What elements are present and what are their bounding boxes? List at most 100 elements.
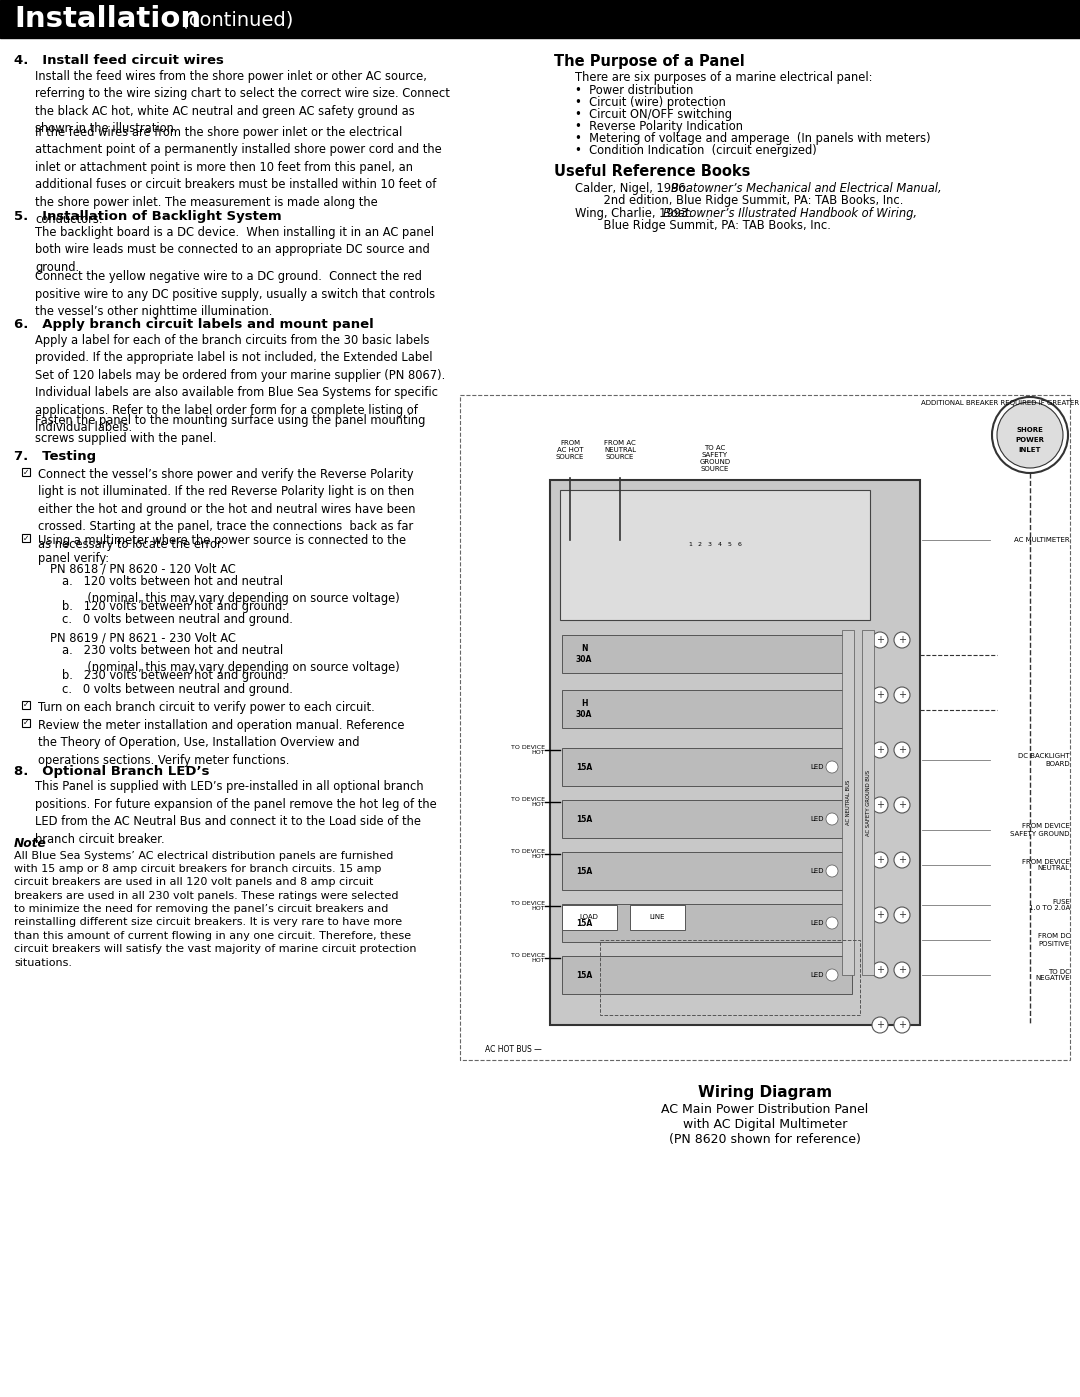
Text: •  Metering of voltage and amperage  (In panels with meters): • Metering of voltage and amperage (In p… [575, 133, 931, 145]
Text: +: + [897, 909, 906, 921]
Circle shape [826, 761, 838, 773]
Circle shape [997, 402, 1063, 468]
Text: 6: 6 [738, 542, 742, 548]
Text: +: + [876, 745, 885, 754]
Text: +: + [897, 965, 906, 975]
Text: 8.   Optional Branch LED’s: 8. Optional Branch LED’s [14, 764, 210, 778]
Bar [737, 560, 744, 567]
Text: +: + [876, 965, 885, 975]
Bar [562, 905, 617, 930]
Bar [561, 490, 870, 620]
Text: DC BACKLIGHT
BOARD: DC BACKLIGHT BOARD [1018, 753, 1070, 767]
Text: +: + [876, 690, 885, 700]
Text: PN 8619 / PN 8621 - 230 Volt AC: PN 8619 / PN 8621 - 230 Volt AC [50, 631, 235, 644]
Text: 2nd edition, Blue Ridge Summit, PA: TAB Books, Inc.: 2nd edition, Blue Ridge Summit, PA: TAB … [589, 194, 903, 207]
Circle shape [826, 916, 838, 929]
Text: LOAD: LOAD [580, 914, 598, 921]
Circle shape [826, 865, 838, 877]
Text: 5: 5 [728, 542, 732, 548]
Text: LED: LED [810, 816, 824, 821]
Text: Apply a label for each of the branch circuits from the 30 basic labels
provided.: Apply a label for each of the branch cir… [35, 334, 445, 434]
Text: 6.   Apply branch circuit labels and mount panel: 6. Apply branch circuit labels and mount… [14, 319, 374, 331]
Circle shape [894, 742, 910, 759]
Text: AC Main Power Distribution Panel: AC Main Power Distribution Panel [661, 1104, 868, 1116]
Text: 2: 2 [698, 542, 702, 548]
Text: Useful Reference Books: Useful Reference Books [554, 165, 751, 179]
Text: •  Reverse Polarity Indication: • Reverse Polarity Indication [575, 120, 743, 133]
Text: Using a multimeter where the power source is connected to the
panel verify:: Using a multimeter where the power sourc… [38, 534, 406, 564]
Circle shape [872, 907, 888, 923]
Text: TO DEVICE
HOT: TO DEVICE HOT [511, 848, 545, 859]
Bar [727, 560, 734, 567]
Text: with AC Digital Multimeter: with AC Digital Multimeter [683, 1118, 847, 1132]
Text: FUSE
1.0 TO 2.0A: FUSE 1.0 TO 2.0A [1029, 898, 1070, 911]
Bar [862, 630, 874, 975]
Text: +: + [876, 855, 885, 865]
Text: LED: LED [810, 764, 824, 770]
Text: 7.   Testing: 7. Testing [14, 450, 96, 464]
Bar [22, 534, 30, 542]
Text: All Blue Sea Systems’ AC electrical distribution panels are furnished
with 15 am: All Blue Sea Systems’ AC electrical dist… [14, 851, 417, 968]
Circle shape [894, 907, 910, 923]
Text: Wiring Diagram: Wiring Diagram [698, 1085, 832, 1099]
Text: a.   120 volts between hot and neutral
       (nominal, this may vary depending : a. 120 volts between hot and neutral (no… [62, 576, 400, 605]
Text: ✓: ✓ [23, 534, 29, 542]
Bar [687, 560, 694, 567]
Circle shape [826, 813, 838, 826]
Text: PN 8618 / PN 8620 - 120 Volt AC: PN 8618 / PN 8620 - 120 Volt AC [50, 562, 235, 576]
Text: Turn on each branch circuit to verify power to each circuit.: Turn on each branch circuit to verify po… [38, 700, 375, 714]
Text: +: + [876, 909, 885, 921]
Bar [562, 852, 852, 890]
Bar [562, 690, 852, 728]
Bar [562, 904, 852, 942]
Text: 15A: 15A [576, 866, 592, 876]
Text: TO DEVICE
HOT: TO DEVICE HOT [511, 901, 545, 911]
Circle shape [894, 687, 910, 703]
Text: Connect the vessel’s shore power and verify the Reverse Polarity
light is not il: Connect the vessel’s shore power and ver… [38, 468, 416, 550]
Text: b.   120 volts between hot and ground.: b. 120 volts between hot and ground. [62, 601, 286, 613]
Bar [550, 481, 920, 1025]
Circle shape [665, 500, 765, 599]
Text: +: + [876, 1020, 885, 1030]
Circle shape [993, 397, 1068, 474]
Bar [22, 718, 30, 726]
Text: Boatowner’s Mechanical and Electrical Manual,: Boatowner’s Mechanical and Electrical Ma… [671, 182, 942, 194]
Bar [0, 0, 1080, 38]
Bar [697, 560, 704, 567]
Text: Review the meter installation and operation manual. Reference
the Theory of Oper: Review the meter installation and operat… [38, 718, 405, 767]
Text: INLET: INLET [1018, 447, 1041, 453]
Text: Calder, Nigel, 1996:: Calder, Nigel, 1996: [575, 182, 693, 194]
Bar [562, 800, 852, 838]
Text: ADDITIONAL BREAKER REQUIRED IF GREATER THEN 10 FEET: ADDITIONAL BREAKER REQUIRED IF GREATER T… [921, 400, 1080, 407]
Text: ✓: ✓ [23, 718, 29, 726]
Circle shape [872, 798, 888, 813]
Text: This Panel is supplied with LED’s pre-installed in all optional branch
positions: This Panel is supplied with LED’s pre-in… [35, 781, 436, 847]
Text: AC NEUTRAL BUS: AC NEUTRAL BUS [846, 780, 851, 826]
Text: FROM DEVICE
NEUTRAL: FROM DEVICE NEUTRAL [1022, 859, 1070, 872]
Circle shape [894, 798, 910, 813]
Text: +: + [876, 800, 885, 810]
Text: TO DEVICE
HOT: TO DEVICE HOT [511, 745, 545, 756]
Circle shape [894, 852, 910, 868]
Bar [600, 940, 860, 1016]
Text: FROM AC
NEUTRAL
SOURCE: FROM AC NEUTRAL SOURCE [604, 440, 636, 460]
Text: •  Condition Indication  (circuit energized): • Condition Indication (circuit energize… [575, 144, 816, 158]
Text: LINE: LINE [649, 914, 665, 921]
Text: Installation: Installation [14, 6, 201, 34]
Text: H
30A: H 30A [576, 700, 592, 718]
Bar [707, 560, 714, 567]
Bar [842, 630, 854, 975]
Text: (continued): (continued) [175, 11, 294, 29]
Text: +: + [876, 636, 885, 645]
Text: ✓: ✓ [23, 700, 29, 710]
Circle shape [894, 963, 910, 978]
Text: TO DEVICE
HOT: TO DEVICE HOT [511, 796, 545, 807]
Bar [460, 395, 1070, 1060]
Text: (PN 8620 shown for reference): (PN 8620 shown for reference) [670, 1133, 861, 1146]
Text: TO DC
NEGATIVE: TO DC NEGATIVE [1036, 968, 1070, 982]
Text: +: + [897, 636, 906, 645]
Text: +: + [897, 855, 906, 865]
Text: The Purpose of a Panel: The Purpose of a Panel [554, 54, 745, 68]
Text: SHORE: SHORE [1016, 427, 1043, 433]
Text: Install the feed wires from the shore power inlet or other AC source,
referring : Install the feed wires from the shore po… [35, 70, 450, 136]
